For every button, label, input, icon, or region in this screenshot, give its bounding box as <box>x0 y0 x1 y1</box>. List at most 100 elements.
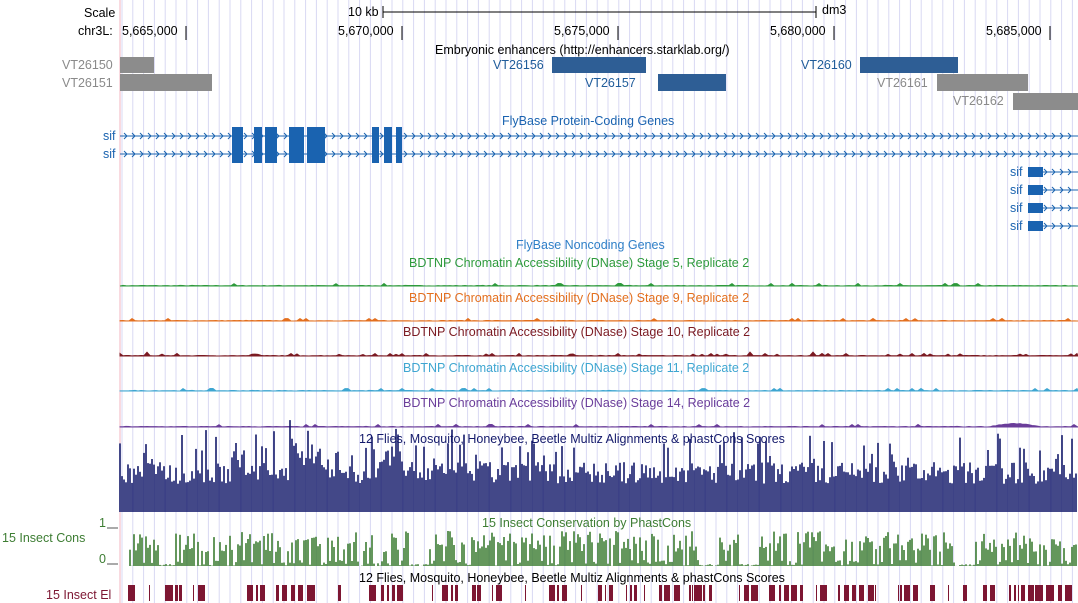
strand-arrow <box>875 150 880 158</box>
exon-block <box>232 145 243 163</box>
dnase-track-title[interactable]: BDTNP Chromatin Accessibility (DNase) St… <box>403 325 751 339</box>
strand-arrow <box>587 132 592 140</box>
enhancer-label[interactable]: VT26161 <box>877 76 928 90</box>
multiz-track-title[interactable]: 12 Flies, Mosquito, Honeybee, Beetle Mul… <box>359 432 785 446</box>
phastcons-axis-min: 0 <box>99 552 106 566</box>
strand-arrow <box>595 132 600 140</box>
gene-label[interactable]: sif <box>1010 219 1023 233</box>
exon-block <box>265 127 277 145</box>
gene-label[interactable]: sif <box>1010 165 1023 179</box>
strand-arrow <box>1059 204 1064 212</box>
noncoding-track-title[interactable]: FlyBase Noncoding Genes <box>516 238 665 252</box>
conserved-element <box>291 585 295 601</box>
conserved-element <box>751 585 758 601</box>
strand-arrow <box>1059 222 1064 230</box>
strand-arrow <box>723 150 728 158</box>
strand-arrow <box>555 132 560 140</box>
strand-arrow <box>835 150 840 158</box>
enhancer-track-title[interactable]: Embryonic enhancers (http://enhancers.st… <box>435 43 730 57</box>
conserved-element <box>496 585 502 601</box>
gene-label[interactable]: sif <box>103 129 116 143</box>
strand-arrow <box>715 132 720 140</box>
elements-left-label[interactable]: 15 Insect El <box>46 588 112 602</box>
strand-arrow <box>1027 150 1032 158</box>
strand-arrow <box>947 150 952 158</box>
conserved-element <box>260 585 265 601</box>
strand-arrow <box>195 150 200 158</box>
strand-arrow <box>515 132 520 140</box>
dnase-track-title[interactable]: BDTNP Chromatin Accessibility (DNase) St… <box>403 396 751 410</box>
enhancer-label[interactable]: VT26160 <box>801 58 852 72</box>
strand-arrow <box>523 150 528 158</box>
strand-arrow <box>403 150 408 158</box>
conserved-element <box>779 585 781 601</box>
strand-arrow <box>483 132 488 140</box>
strand-arrow <box>131 150 136 158</box>
strand-arrow <box>1027 132 1032 140</box>
conserved-element <box>900 585 902 601</box>
conserved-element <box>674 585 680 601</box>
enhancer-label[interactable]: VT26162 <box>953 94 1004 108</box>
strand-arrow <box>435 150 440 158</box>
strand-arrow <box>699 150 704 158</box>
strand-arrow <box>1059 168 1064 176</box>
elements-track-title[interactable]: 12 Flies, Mosquito, Honeybee, Beetle Mul… <box>359 571 785 585</box>
enhancer-left-label[interactable]: VT26150 <box>62 58 113 72</box>
strand-arrow <box>803 150 808 158</box>
strand-arrow <box>419 150 424 158</box>
gene-label[interactable]: sif <box>1010 183 1023 197</box>
gene-label[interactable]: sif <box>103 147 116 161</box>
strand-arrow <box>171 150 176 158</box>
strand-arrow <box>611 150 616 158</box>
strand-arrow <box>355 132 360 140</box>
strand-arrow <box>331 150 336 158</box>
conserved-element <box>913 585 918 601</box>
dnase-track-title[interactable]: BDTNP Chromatin Accessibility (DNase) St… <box>409 291 750 305</box>
strand-arrow <box>411 132 416 140</box>
strand-arrow <box>347 150 352 158</box>
strand-arrow <box>571 132 576 140</box>
strand-arrow <box>987 150 992 158</box>
strand-arrow <box>467 132 472 140</box>
strand-arrow <box>995 132 1000 140</box>
strand-arrow <box>451 150 456 158</box>
enhancer-label[interactable]: VT26157 <box>585 76 636 90</box>
gene-label[interactable]: sif <box>1010 201 1023 215</box>
strand-arrow <box>763 132 768 140</box>
dnase-track-title[interactable]: BDTNP Chromatin Accessibility (DNase) St… <box>403 361 750 375</box>
protein-coding-track-title[interactable]: FlyBase Protein-Coding Genes <box>502 114 675 128</box>
conserved-element <box>128 585 135 601</box>
strand-arrow <box>203 132 208 140</box>
conserved-element <box>397 585 403 601</box>
strand-arrow <box>931 132 936 140</box>
conserved-element <box>868 585 874 601</box>
strand-arrow <box>891 150 896 158</box>
enhancer-label[interactable]: VT26156 <box>493 58 544 72</box>
enhancer-block <box>658 74 726 91</box>
enhancer-block <box>120 57 154 73</box>
strand-arrow <box>475 132 480 140</box>
strand-arrow <box>923 150 928 158</box>
strand-arrow <box>947 132 952 140</box>
scale-bar-label: 10 kb <box>348 5 379 19</box>
conserved-element <box>626 585 627 601</box>
conserved-element <box>800 585 803 601</box>
strand-arrow <box>563 150 568 158</box>
dnase-track-title[interactable]: BDTNP Chromatin Accessibility (DNase) St… <box>409 256 750 270</box>
conserved-element <box>581 585 582 601</box>
strand-arrow <box>539 132 544 140</box>
phastcons-track-title[interactable]: 15 Insect Conservation by PhastCons <box>482 516 692 530</box>
strand-arrow <box>123 132 128 140</box>
strand-arrow <box>523 132 528 140</box>
phastcons-left-label[interactable]: 15 Insect Cons <box>2 531 86 545</box>
conserved-element <box>769 585 775 601</box>
strand-arrow <box>1067 204 1072 212</box>
conserved-element <box>644 585 645 601</box>
strand-arrow <box>1043 186 1048 194</box>
enhancer-left-label[interactable]: VT26151 <box>62 76 113 90</box>
strand-arrow <box>507 132 512 140</box>
strand-arrow <box>1067 132 1072 140</box>
conserved-element <box>816 585 817 601</box>
conserved-element <box>859 585 864 601</box>
